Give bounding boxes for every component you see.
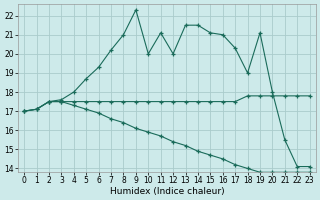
X-axis label: Humidex (Indice chaleur): Humidex (Indice chaleur) — [109, 187, 224, 196]
